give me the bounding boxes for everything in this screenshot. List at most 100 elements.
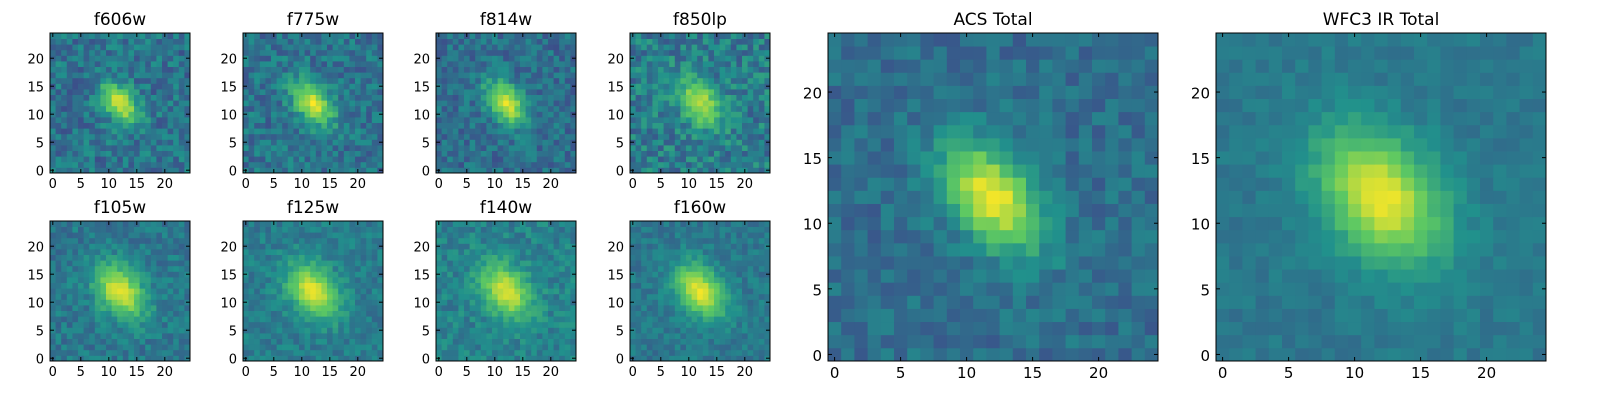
heatmap-cell	[271, 77, 277, 84]
heatmap-cell	[360, 254, 367, 261]
heatmap-cell	[310, 33, 317, 39]
heatmap-cell	[61, 221, 68, 227]
heatmap-cell	[469, 128, 476, 135]
heatmap-cell	[525, 38, 532, 45]
heatmap-cell	[630, 316, 636, 323]
heatmap-cell	[548, 49, 554, 56]
heatmap-cell	[525, 117, 532, 123]
heatmap-cell	[480, 299, 487, 306]
heatmap-cell	[458, 156, 465, 163]
heatmap-cell	[758, 117, 765, 123]
heatmap-cell	[265, 327, 272, 334]
heatmap-cell	[436, 77, 442, 84]
heatmap-cell	[570, 145, 577, 151]
heatmap-cell	[89, 310, 96, 317]
heatmap-cell	[360, 150, 367, 157]
heatmap-cell	[520, 77, 526, 84]
heatmap-cell	[464, 38, 470, 45]
heatmap-cell	[725, 316, 732, 323]
heatmap-cell	[156, 232, 163, 239]
heatmap-cell	[758, 49, 765, 56]
heatmap-cell	[674, 94, 681, 101]
heatmap-cell	[525, 265, 532, 272]
heatmap-cell	[248, 66, 255, 73]
heatmap-cell	[259, 327, 266, 334]
heatmap-cell	[259, 55, 266, 62]
heatmap-cell	[83, 77, 90, 84]
heatmap-cell	[641, 282, 648, 289]
heatmap-cell	[719, 77, 726, 84]
heatmap-cell	[271, 288, 277, 295]
heatmap-cell	[714, 128, 720, 135]
heatmap-cell	[349, 310, 356, 317]
heatmap-cell	[669, 310, 676, 317]
heatmap-cell	[254, 282, 261, 289]
heatmap-cell	[338, 77, 345, 84]
heatmap-cell	[497, 100, 504, 107]
heatmap-cell	[542, 105, 549, 112]
heatmap-cell	[464, 122, 470, 129]
heatmap-cell	[503, 221, 510, 227]
heatmap-cell	[293, 310, 300, 317]
heatmap-cell	[464, 161, 470, 168]
heatmap-cell	[117, 38, 124, 45]
heatmap-cell	[553, 105, 560, 112]
heatmap-cell	[503, 349, 510, 356]
heatmap-cell	[276, 226, 283, 233]
heatmap-cell	[458, 89, 465, 95]
heatmap-cell	[173, 139, 180, 146]
heatmap-cell	[254, 237, 261, 244]
heatmap-cell	[72, 310, 79, 317]
heatmap-cell	[355, 226, 361, 233]
heatmap-cell	[111, 128, 118, 135]
heatmap-cell	[366, 271, 373, 278]
heatmap-cell	[641, 44, 648, 51]
y-tick-label: 15	[27, 269, 44, 284]
heatmap-cell	[447, 117, 454, 123]
heatmap-cell	[646, 156, 653, 163]
heatmap-cell	[674, 344, 681, 351]
heatmap-cell	[184, 161, 191, 168]
heatmap-cell	[497, 167, 504, 174]
heatmap-cell	[321, 271, 328, 278]
heatmap-cell	[178, 156, 185, 163]
heatmap-cell	[111, 260, 118, 267]
heatmap-cell	[282, 77, 289, 84]
heatmap-cell	[259, 49, 266, 56]
heatmap-cell	[536, 55, 543, 62]
heatmap-cell	[480, 100, 487, 107]
heatmap-cell	[714, 117, 720, 123]
heatmap-cell	[663, 55, 670, 62]
heatmap-cell	[497, 288, 504, 295]
heatmap-cell	[680, 161, 687, 168]
heatmap-cell	[178, 355, 185, 362]
heatmap-cell	[497, 61, 504, 67]
heatmap-cell	[514, 38, 521, 45]
heatmap-cell	[343, 349, 350, 356]
heatmap-cell	[702, 139, 709, 146]
heatmap-cell	[674, 83, 681, 90]
heatmap-cell	[338, 288, 345, 295]
heatmap-cell	[106, 316, 112, 323]
heatmap-cell	[514, 355, 521, 362]
x-tick-label: 0	[435, 365, 443, 380]
heatmap-cell	[658, 327, 664, 334]
heatmap-cell	[287, 122, 294, 129]
heatmap-cell	[282, 237, 289, 244]
heatmap-cell	[725, 49, 732, 56]
heatmap-cell	[674, 327, 681, 334]
heatmap-cell	[366, 299, 373, 306]
heatmap-cell	[304, 55, 311, 62]
heatmap-cell	[475, 55, 482, 62]
heatmap-cell	[725, 167, 732, 174]
heatmap-cell	[100, 344, 107, 351]
heatmap-cell	[139, 128, 146, 135]
heatmap-cell	[458, 61, 465, 67]
heatmap-cell	[753, 111, 760, 118]
heatmap-cell	[117, 44, 124, 51]
heatmap-cell	[173, 145, 180, 151]
heatmap-cell	[366, 327, 373, 334]
heatmap-cell	[128, 105, 135, 112]
heatmap-cell	[248, 316, 255, 323]
heatmap-cell	[259, 117, 266, 123]
